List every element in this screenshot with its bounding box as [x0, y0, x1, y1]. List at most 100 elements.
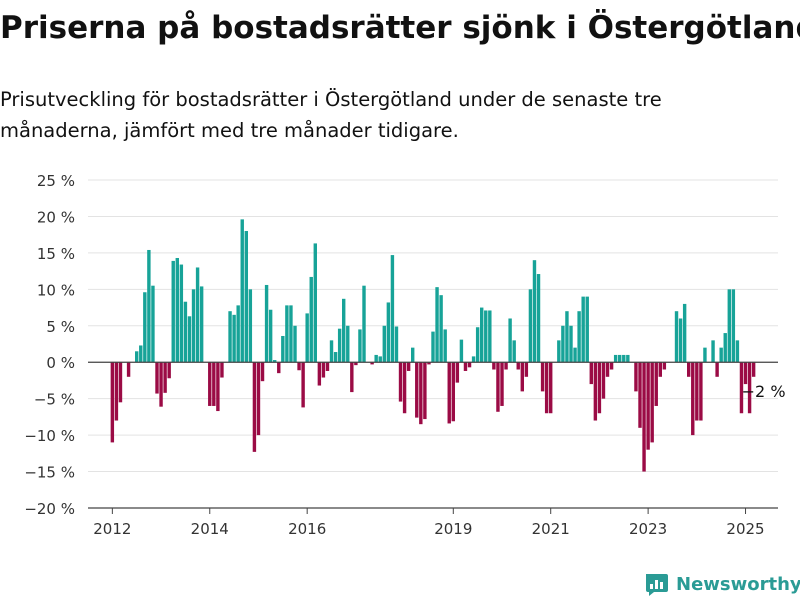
bar: [358, 329, 362, 363]
bar: [484, 310, 488, 363]
x-tick-label: 2014: [191, 520, 229, 538]
bar: [601, 362, 606, 399]
bar: [260, 362, 265, 382]
bar: [642, 362, 646, 472]
bar: [382, 325, 386, 363]
bar: [273, 360, 277, 363]
y-tick-label: 25 %: [37, 172, 75, 190]
bar: [187, 316, 192, 363]
bar: [504, 362, 508, 370]
y-tick-label: 5 %: [46, 318, 75, 336]
bar: [277, 362, 281, 374]
bar: [195, 267, 200, 363]
last-value-annotation: −2 %: [742, 382, 786, 401]
bar: [143, 292, 147, 363]
bar: [228, 311, 232, 363]
y-axis-labels: 25 % 20 % 15 % 10 % 5 % 0 % −5 % −10 % −15 % −20 …: [24, 172, 75, 518]
bar: [516, 362, 520, 370]
bar: [585, 296, 589, 363]
brand-name: Newsworthy: [676, 573, 800, 595]
bar: [597, 362, 602, 414]
x-tick-label: 2012: [93, 520, 131, 538]
bar: [268, 309, 273, 363]
bar: [337, 328, 342, 363]
bar: [451, 362, 455, 422]
bar: [354, 362, 358, 366]
bar: [536, 274, 541, 363]
bar: [544, 362, 549, 414]
annotations: −2 %: [742, 382, 786, 401]
newsworthy-logo[interactable]: Newsworthy: [644, 568, 800, 600]
y-tick-label: −15 %: [24, 464, 75, 482]
bar: [520, 362, 524, 392]
bar: [549, 362, 553, 414]
bar: [593, 362, 598, 421]
bar: [751, 362, 756, 377]
bar: [727, 289, 731, 363]
x-tick-label: 2019: [434, 520, 472, 538]
bar: [638, 362, 642, 428]
bar: [540, 362, 545, 392]
bar: [634, 362, 638, 392]
chart-title: Priserna på bostadsrätter sjönk i Österg…: [0, 10, 800, 46]
x-tick-label: 2025: [726, 520, 764, 538]
bar: [626, 354, 630, 363]
bar: [406, 362, 411, 371]
bar: [370, 362, 374, 365]
bar: [402, 362, 407, 414]
bar: [216, 362, 220, 412]
bar: [220, 362, 224, 378]
bar: [240, 219, 244, 363]
bar-chart: 25 % 20 % 15 % 10 % 5 % 0 % −5 % −10 % −15 % −20 …: [24, 172, 786, 538]
x-tick-label: 2016: [288, 520, 326, 538]
bar: [613, 354, 618, 363]
bar: [329, 340, 334, 363]
bar: [427, 362, 431, 365]
bar: [569, 325, 573, 363]
bar: [658, 362, 662, 377]
bar: [431, 331, 435, 363]
bar: [126, 362, 131, 377]
bar: [471, 356, 476, 363]
bar: [682, 303, 687, 363]
bar: [139, 345, 143, 363]
bar: [609, 362, 614, 370]
bar: [289, 305, 293, 363]
bar: [488, 310, 492, 363]
bar: [163, 362, 167, 393]
bar: [532, 260, 537, 363]
bar: [439, 295, 443, 363]
y-tick-label: −10 %: [24, 427, 75, 445]
bar: [297, 362, 301, 371]
bars: [110, 219, 756, 472]
bar: [419, 362, 423, 425]
bar: [512, 340, 516, 363]
bar: [256, 362, 261, 436]
bar: [622, 354, 626, 363]
bar: [305, 313, 309, 363]
bar: [581, 296, 585, 363]
bar: [743, 362, 748, 385]
bar: [735, 340, 740, 363]
bar: [191, 289, 196, 363]
bar: [528, 289, 533, 363]
bar: [199, 286, 204, 363]
bar: [236, 305, 240, 363]
y-tick-label: 10 %: [37, 281, 75, 299]
bar: [171, 260, 175, 363]
bar: [317, 362, 322, 386]
bar: [208, 362, 212, 406]
bar: [739, 362, 744, 414]
bar: [508, 318, 512, 363]
bar: [374, 354, 378, 363]
bar: [723, 333, 727, 363]
bar: [691, 362, 695, 436]
x-axis: [88, 361, 778, 509]
bar: [346, 325, 350, 363]
bar: [398, 362, 403, 402]
bar: [557, 340, 561, 363]
bar: [281, 335, 285, 363]
bar: [646, 362, 650, 450]
y-tick-label: 15 %: [37, 245, 75, 263]
bar: [605, 362, 610, 377]
